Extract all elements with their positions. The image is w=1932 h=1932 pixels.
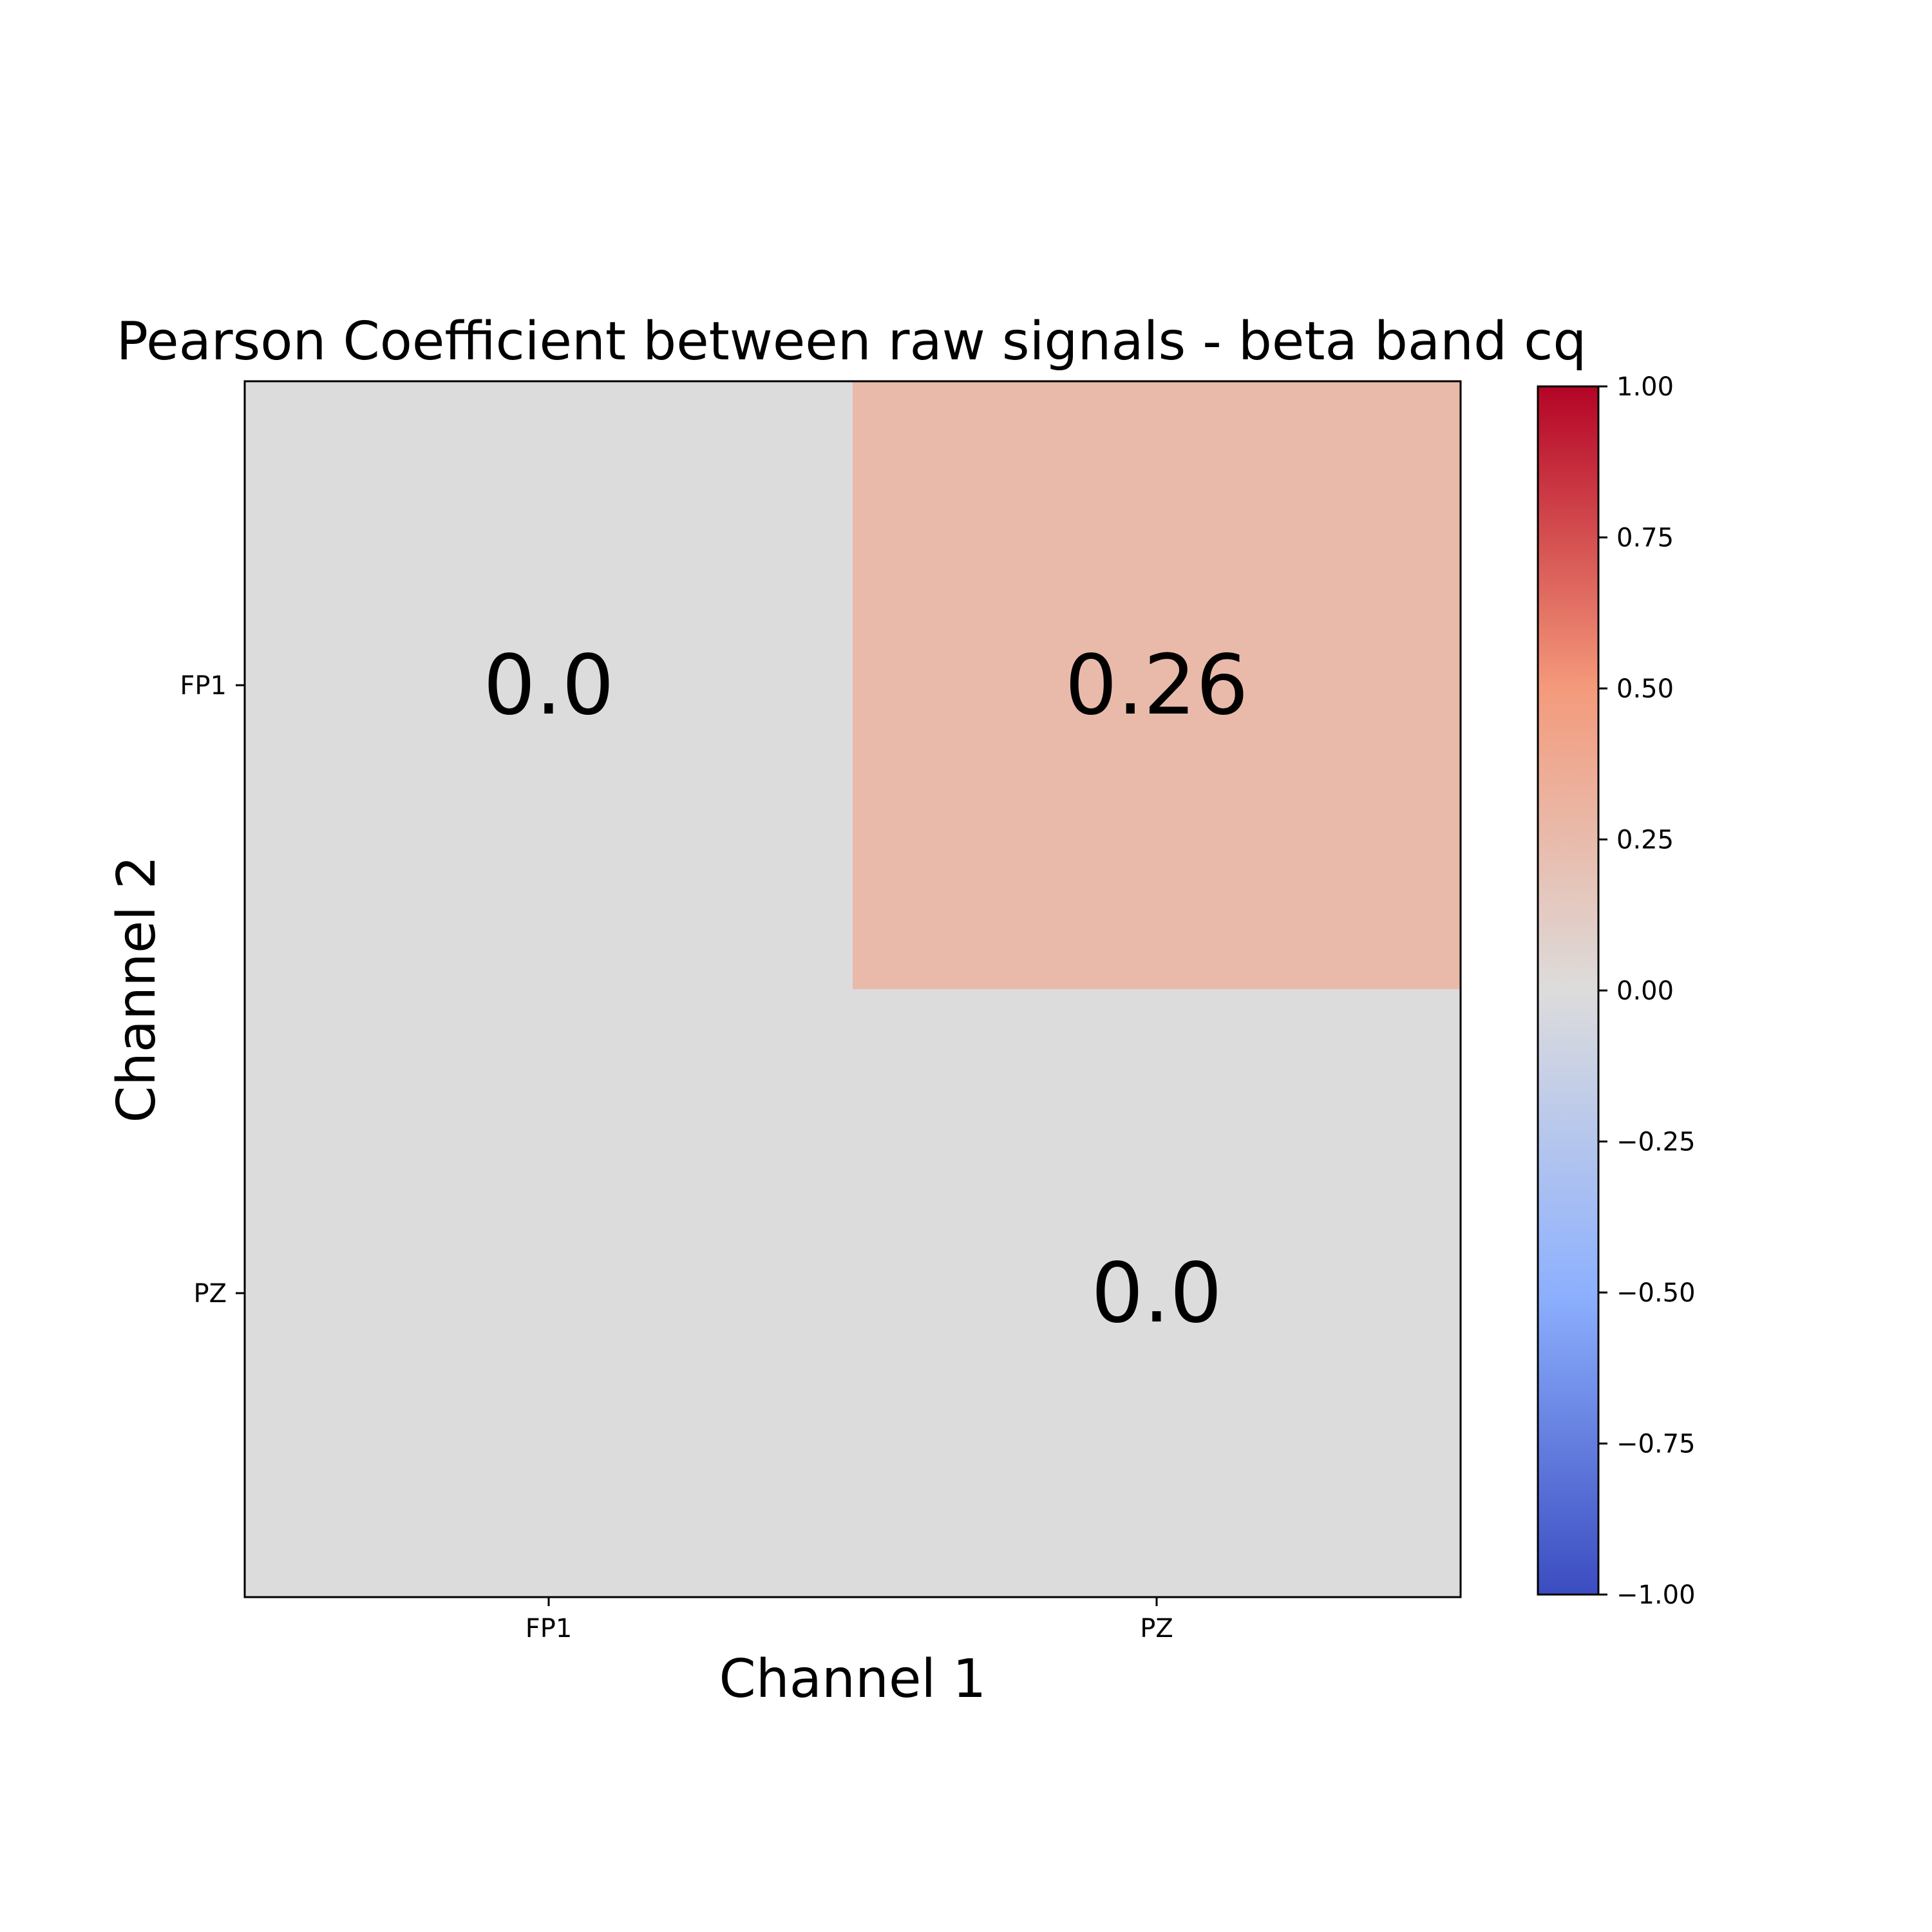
heatmap-cell (853, 989, 1461, 1597)
colorbar-tick-label: −0.25 (1616, 1128, 1696, 1157)
y-axis-label: Channel 2 (106, 856, 167, 1123)
colorbar-tick-label: 0.50 (1616, 674, 1674, 704)
plot-frame (243, 380, 1462, 1598)
colorbar-tick-label: −0.75 (1616, 1430, 1696, 1459)
colorbar-ticks: 1.00 0.75 0.50 0.25 0.00 −0.25 −0.50 −0.75 −1.00 (1598, 372, 1696, 1610)
x-axis-label: Channel 1 (719, 1649, 987, 1710)
heatmap-cell (245, 989, 853, 1597)
colorbar (1537, 385, 1600, 1596)
x-tick-label: FP1 (526, 1614, 573, 1643)
colorbar-tick-label: 0.00 (1616, 976, 1674, 1006)
colorbar-tick-label: 0.75 (1616, 524, 1674, 553)
cell-value-label: 0.26 (1065, 638, 1249, 734)
y-tick-label: FP1 (180, 671, 227, 701)
heatmap-cell (245, 381, 853, 989)
heatmap-cell (853, 381, 1461, 989)
heatmap-cells (245, 381, 1461, 1597)
y-tick-label: PZ (193, 1279, 227, 1309)
chart-title: Pearson Coefficient between raw signals … (117, 311, 1587, 372)
colorbar-tick-label: 1.00 (1616, 372, 1674, 402)
colorbar-tick-label: 0.25 (1616, 826, 1674, 855)
colorbar-tick-label: −1.00 (1616, 1580, 1696, 1610)
y-axis-ticks: FP1 PZ (180, 671, 245, 1309)
x-tick-label: PZ (1140, 1614, 1173, 1643)
colorbar-tick-label: −0.50 (1616, 1278, 1696, 1308)
heatmap-cell-labels: 0.0 0.26 0.0 (483, 638, 1248, 1341)
x-axis-ticks: FP1 PZ (526, 1597, 1173, 1643)
cell-value-label: 0.0 (1091, 1245, 1222, 1341)
cell-value-label: 0.0 (483, 638, 614, 734)
